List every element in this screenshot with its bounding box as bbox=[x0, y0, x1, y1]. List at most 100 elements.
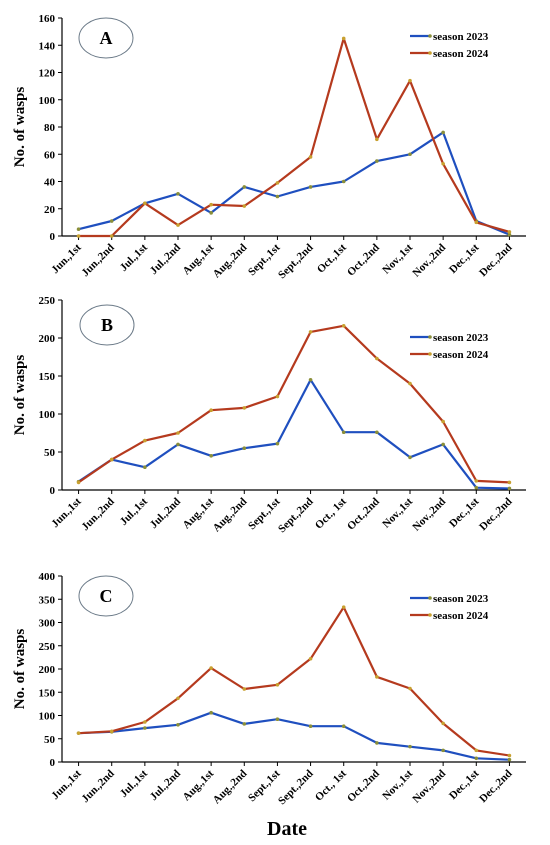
x-tick-label: Oct., 1st bbox=[313, 495, 349, 531]
data-point-2024 bbox=[143, 720, 147, 724]
y-tick-label: 80 bbox=[44, 122, 56, 134]
x-tick-label: Jul.,1st bbox=[118, 767, 150, 799]
x-tick-label: Sept.,2nd bbox=[276, 242, 316, 282]
data-point-2023 bbox=[308, 378, 313, 382]
data-point-2024 bbox=[143, 201, 147, 206]
data-point-2023 bbox=[109, 219, 114, 223]
data-point-2023 bbox=[474, 485, 479, 490]
panel-letter: C bbox=[100, 586, 113, 606]
x-tick-label: Jun.,2nd bbox=[79, 242, 116, 279]
y-tick-label: 150 bbox=[39, 371, 56, 383]
series-line-2024 bbox=[78, 606, 510, 757]
x-tick-label: Aug.,2nd bbox=[211, 496, 250, 535]
x-tick-label: Jul.,1st bbox=[118, 495, 150, 527]
y-axis-title: No. of wasps bbox=[12, 355, 28, 436]
y-tick-label: 400 bbox=[39, 571, 56, 583]
data-point-2024 bbox=[341, 324, 346, 328]
x-tick-label: Dec.,2nd bbox=[477, 496, 514, 533]
y-tick-label: 300 bbox=[39, 618, 56, 630]
data-point-2023 bbox=[375, 741, 379, 745]
data-point-2023 bbox=[341, 179, 346, 184]
series-line-2023 bbox=[78, 131, 510, 236]
y-tick-label: 250 bbox=[39, 295, 56, 307]
x-axis-title: Date bbox=[267, 818, 307, 840]
data-point-2024 bbox=[308, 330, 313, 334]
data-point-2023 bbox=[76, 227, 81, 231]
data-point-2023 bbox=[408, 152, 412, 157]
data-point-2024 bbox=[375, 137, 379, 142]
data-point-2024 bbox=[308, 656, 313, 661]
data-point-2024 bbox=[408, 686, 412, 691]
data-point-2024 bbox=[242, 687, 247, 691]
data-point-2023 bbox=[275, 717, 280, 722]
legend-marker bbox=[428, 335, 432, 339]
x-tick-label: Jul.,2nd bbox=[148, 496, 183, 531]
data-point-2024 bbox=[507, 480, 512, 485]
legend-marker bbox=[428, 352, 432, 356]
data-point-2023 bbox=[441, 442, 445, 447]
data-point-2023 bbox=[408, 455, 412, 460]
y-tick-label: 100 bbox=[39, 95, 56, 107]
y-tick-label: 100 bbox=[39, 409, 56, 421]
x-tick-label: Sept.,2nd bbox=[276, 768, 316, 808]
data-point-2024 bbox=[209, 666, 213, 670]
legend-marker bbox=[428, 596, 432, 600]
data-point-2024 bbox=[375, 675, 379, 679]
data-point-2024 bbox=[341, 605, 346, 609]
legend-label: season 2023 bbox=[433, 31, 489, 43]
data-point-2023 bbox=[408, 744, 412, 749]
data-point-2023 bbox=[176, 442, 180, 447]
x-tick-label: Oct., 1st bbox=[313, 767, 349, 803]
data-point-2023 bbox=[275, 441, 280, 446]
y-tick-label: 50 bbox=[44, 447, 56, 459]
data-point-2024 bbox=[441, 419, 445, 424]
data-point-2023 bbox=[176, 191, 180, 196]
data-point-2024 bbox=[275, 683, 280, 687]
panel-badge bbox=[79, 304, 135, 346]
data-point-2023 bbox=[242, 446, 247, 451]
data-point-2024 bbox=[242, 204, 247, 208]
y-tick-label: 50 bbox=[44, 734, 56, 746]
data-point-2024 bbox=[76, 731, 81, 735]
data-point-2024 bbox=[109, 457, 114, 462]
data-point-2024 bbox=[308, 155, 313, 159]
legend-marker bbox=[428, 51, 432, 55]
x-tick-label: Oct.,2nd bbox=[345, 242, 382, 279]
data-point-2024 bbox=[507, 230, 512, 234]
data-point-2024 bbox=[209, 202, 213, 207]
data-point-2023 bbox=[507, 757, 512, 762]
legend-marker bbox=[428, 613, 432, 617]
data-point-2024 bbox=[176, 431, 180, 435]
data-point-2023 bbox=[209, 211, 213, 215]
data-point-2024 bbox=[242, 406, 247, 410]
data-point-2024 bbox=[143, 438, 147, 443]
x-tick-label: Nov.,2nd bbox=[410, 496, 448, 534]
legend-label: season 2023 bbox=[433, 332, 489, 344]
data-point-2024 bbox=[275, 394, 280, 399]
y-tick-label: 20 bbox=[44, 204, 56, 216]
x-tick-label: Jul.,2nd bbox=[148, 242, 183, 277]
series-line-2024 bbox=[78, 37, 510, 238]
data-point-2024 bbox=[474, 748, 479, 753]
y-tick-label: 140 bbox=[39, 40, 56, 52]
x-tick-label: Sept.,2nd bbox=[276, 496, 316, 536]
data-point-2024 bbox=[474, 220, 479, 225]
series-line-2023 bbox=[77, 378, 510, 490]
data-point-2023 bbox=[441, 748, 445, 753]
legend: season 2023 season 2024 bbox=[410, 31, 489, 60]
data-point-2024 bbox=[375, 356, 379, 361]
panel-badge bbox=[78, 17, 134, 59]
panel-letter: A bbox=[100, 28, 113, 48]
series-line-2023 bbox=[78, 711, 510, 761]
data-point-2024 bbox=[76, 480, 81, 485]
y-tick-label: 0 bbox=[50, 757, 56, 769]
legend: season 2023 season 2024 bbox=[410, 332, 489, 361]
y-axis-title: No. of wasps bbox=[12, 629, 28, 710]
data-point-2023 bbox=[507, 232, 512, 237]
data-point-2023 bbox=[143, 465, 147, 470]
data-point-2023 bbox=[341, 430, 346, 435]
series-line-2024 bbox=[77, 324, 510, 484]
data-point-2024 bbox=[441, 161, 445, 166]
